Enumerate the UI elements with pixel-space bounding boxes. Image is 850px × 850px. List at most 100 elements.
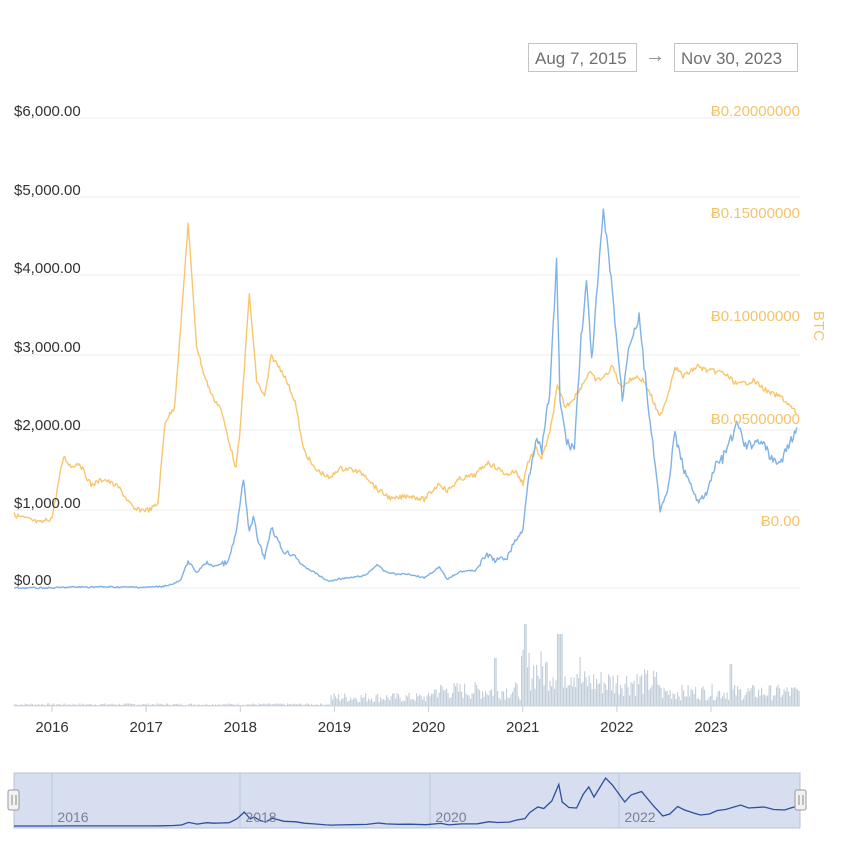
volume-bar — [186, 705, 188, 706]
volume-bar — [449, 698, 451, 706]
volume-bar — [219, 704, 221, 706]
volume-bar — [438, 692, 440, 706]
volume-bar — [173, 703, 175, 706]
volume-bar — [207, 705, 209, 706]
volume-bar — [167, 703, 169, 706]
volume-bar — [389, 700, 391, 706]
volume-bar — [149, 705, 151, 706]
volume-bar — [390, 696, 392, 706]
volume-bar — [500, 699, 502, 706]
price-lines — [13, 208, 798, 590]
volume-bar — [668, 694, 670, 706]
volume-bar — [560, 634, 562, 706]
volume-bar — [125, 703, 127, 706]
volume-bar — [675, 698, 677, 706]
volume-bar — [320, 703, 322, 706]
volume-bar — [204, 704, 206, 706]
volume-bar — [638, 684, 640, 706]
volume-bar — [159, 703, 161, 706]
navigator-handle-right[interactable] — [794, 789, 807, 811]
volume-bar — [258, 703, 260, 706]
volume-bar — [716, 696, 718, 706]
volume-bar — [39, 704, 41, 706]
volume-bar — [447, 692, 449, 706]
volume-bar — [87, 704, 89, 706]
volume-bar — [351, 699, 353, 706]
volume-bar — [236, 705, 238, 706]
volume-bar — [689, 696, 691, 706]
volume-bar — [636, 674, 638, 706]
volume-bar — [581, 683, 583, 706]
volume-bar — [563, 687, 565, 706]
volume-bar — [549, 680, 551, 706]
volume-bar — [56, 704, 58, 706]
volume-bar — [503, 691, 505, 706]
range-navigator[interactable]: 2016 2018 2020 2022 — [7, 772, 807, 829]
y-left-tick-label: $6,000.00 — [14, 103, 81, 120]
volume-bar — [783, 689, 785, 706]
volume-bar — [584, 671, 586, 706]
volume-bar — [594, 689, 596, 706]
volume-bar — [431, 693, 433, 706]
volume-bar — [15, 704, 17, 706]
volume-bar — [780, 697, 782, 706]
volume-bar — [95, 704, 97, 706]
volume-bar — [381, 699, 383, 706]
volume-bar — [302, 705, 304, 706]
volume-bar — [615, 683, 617, 706]
volume-bar — [614, 693, 616, 706]
volume-bar — [398, 694, 400, 706]
volume-bar — [617, 675, 619, 706]
volume-bar — [71, 704, 73, 706]
volume-bar — [222, 703, 224, 706]
volume-bar — [188, 704, 190, 706]
volume-bar — [399, 698, 401, 706]
volume-bar — [345, 696, 347, 706]
volume-bar — [117, 704, 119, 706]
volume-bar — [791, 687, 793, 706]
volume-bar — [264, 703, 266, 706]
date-from-input[interactable]: Aug 7, 2015 — [528, 43, 637, 72]
volume-bar — [407, 696, 409, 706]
x-tick-label: 2021 — [506, 719, 539, 736]
volume-bar — [69, 704, 71, 706]
date-to-input[interactable]: Nov 30, 2023 — [674, 43, 798, 72]
volume-bar — [191, 703, 193, 706]
volume-bar — [569, 685, 571, 706]
volume-bar — [762, 694, 764, 706]
volume-bar — [542, 666, 544, 706]
volume-bar — [374, 701, 376, 706]
volume-bar — [515, 682, 517, 706]
volume-bar — [414, 700, 416, 706]
volume-bar — [653, 670, 655, 706]
volume-bar — [506, 688, 508, 706]
navigator-handle-left[interactable] — [7, 789, 20, 811]
volume-bar — [368, 698, 370, 706]
volume-bar — [558, 634, 560, 706]
volume-bar — [789, 695, 791, 706]
volume-bar — [462, 698, 464, 706]
volume-bar — [647, 670, 649, 706]
volume-bar — [354, 697, 356, 706]
volume-bar — [456, 683, 458, 706]
volume-bar — [252, 703, 254, 706]
volume-bar — [276, 703, 278, 706]
volume-bar — [759, 695, 761, 706]
volume-bar — [453, 683, 455, 706]
volume-bar — [401, 701, 403, 706]
volume-bar — [284, 704, 286, 706]
volume-bar — [23, 705, 25, 706]
volume-bar — [314, 704, 316, 706]
volume-bar — [324, 704, 326, 706]
volume-bar — [776, 687, 778, 706]
volume-bar — [131, 703, 133, 706]
volume-bar — [572, 686, 574, 706]
volume-bar — [596, 678, 598, 706]
volume-bar — [492, 695, 494, 706]
volume-bar — [518, 696, 520, 706]
volume-bar — [483, 696, 485, 706]
volume-bar — [161, 704, 163, 706]
volume-bar — [210, 705, 212, 706]
volume-bar — [575, 687, 577, 706]
volume-bar — [377, 693, 379, 706]
